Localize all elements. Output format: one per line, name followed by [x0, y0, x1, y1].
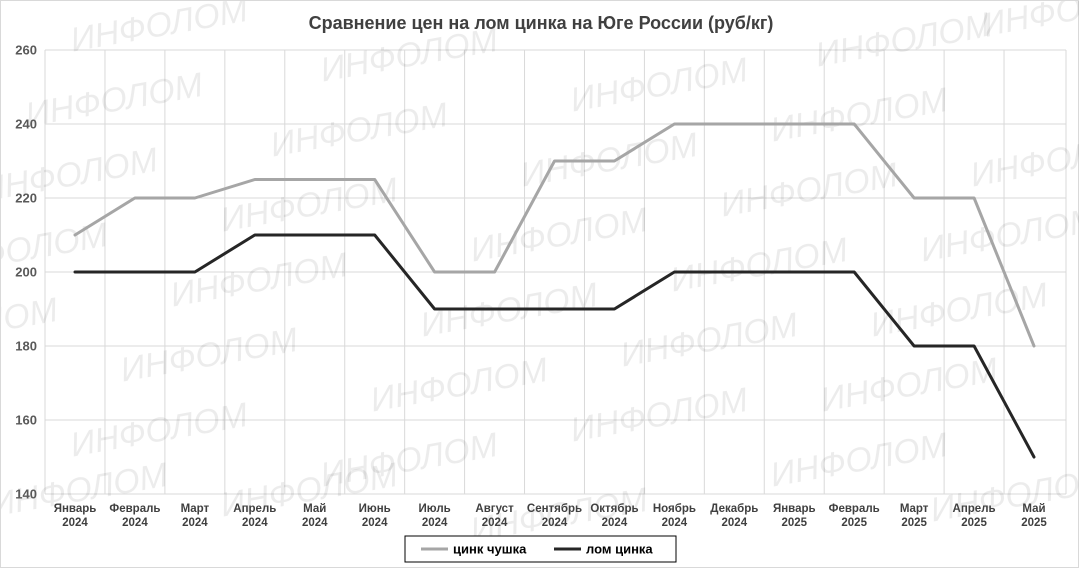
- x-tick-label: Апрель 2025: [953, 503, 996, 529]
- watermark-text: ИНФОЛОМ: [268, 96, 452, 165]
- watermark-text: ИНФОЛОМ: [928, 461, 1079, 530]
- watermark-layer: ИНФОЛОМ ИНФОЛОМ ИНФОЛОМИНФОЛОМИНФОЛОМИНФОЛ…: [1, 1, 1079, 549]
- watermark-text: ИНФОЛОМ: [468, 201, 652, 270]
- watermark-text: ИНФОЛОМ: [978, 1, 1079, 44]
- x-tick-label: Февраль 2025: [829, 503, 880, 529]
- x-tick-label: Февраль 2024: [109, 503, 160, 529]
- x-tick-label: Январь 2025: [773, 503, 816, 529]
- watermark-text: ИНФОЛОМ: [68, 396, 252, 465]
- y-tick-label: 180: [15, 339, 37, 354]
- x-tick-label: Июнь 2024: [359, 503, 391, 529]
- legend-label-zinc-ingot: цинк чушка: [453, 542, 527, 557]
- x-tick-label: Май 2025: [1021, 503, 1047, 529]
- legend-box: [404, 535, 677, 563]
- series-layer: [73, 122, 1036, 459]
- series-line-1: [73, 233, 1036, 459]
- x-axis: Январь 2024 Февраль 2024 Март 2024 Апрель 2024 М…: [54, 503, 1048, 529]
- watermark-text: ИНФОЛОМ: [768, 81, 952, 150]
- series-line-0: [73, 122, 1036, 348]
- x-tick-label: Апрель 2024: [233, 503, 276, 529]
- watermark-text: ИНФОЛОМ: [813, 6, 997, 75]
- y-axis: 140 160 180 200 220 240 260: [15, 43, 37, 502]
- watermark-text: ИНФОЛОМ: [868, 276, 1052, 345]
- watermark-text: ИНФОЛОМ: [368, 351, 552, 420]
- y-tick-label: 200: [15, 265, 37, 280]
- x-tick-label: Август 2024: [475, 503, 514, 529]
- legend-label-zinc-scrap: лом цинка: [586, 542, 653, 557]
- x-tick-label: Октябрь 2024: [590, 503, 638, 529]
- chart-title: Сравнение цен на лом цинка на Юге России…: [309, 13, 774, 33]
- y-tick-label: 140: [15, 487, 37, 502]
- watermark-text: ИНФОЛОМ: [568, 381, 752, 450]
- legend: цинк чушка лом цинка: [404, 535, 677, 563]
- watermark-text: ИНФОЛОМ: [68, 1, 252, 59]
- watermark-text: ИНФОЛОМ: [618, 306, 802, 375]
- watermark-text: ИНФОЛОМ: [568, 51, 752, 120]
- x-tick-label: Май 2024: [302, 503, 328, 529]
- y-tick-label: 240: [15, 117, 37, 132]
- watermark-text: ИНФОЛОМ: [768, 426, 952, 495]
- x-tick-label: Март 2025: [900, 503, 929, 529]
- y-tick-label: 220: [15, 191, 37, 206]
- x-tick-label: Декабрь 2024: [710, 503, 758, 529]
- watermark-text: ИНФОЛОМ: [718, 156, 902, 225]
- x-tick-label: Сентябрь 2024: [527, 503, 582, 529]
- x-tick-label: Март 2024: [181, 503, 210, 529]
- x-tick-label: Июль 2024: [419, 503, 451, 529]
- watermark-text: ИНФОЛОМ: [168, 246, 352, 315]
- y-tick-label: 160: [15, 413, 37, 428]
- x-tick-label: Ноябрь 2024: [653, 503, 696, 529]
- x-tick-label: Январь 2024: [54, 503, 97, 529]
- y-tick-label: 260: [15, 43, 37, 58]
- watermark-text: ИНФОЛОМ: [968, 126, 1079, 195]
- watermark-text: ИНФОЛОМ: [818, 351, 1002, 420]
- watermark-text: ИНФОЛОМ: [118, 321, 302, 390]
